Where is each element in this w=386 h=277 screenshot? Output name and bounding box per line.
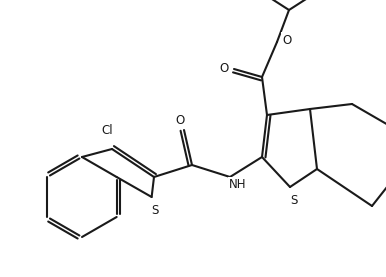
Text: NH: NH (229, 178, 247, 191)
Text: O: O (175, 114, 185, 127)
Text: S: S (151, 204, 158, 217)
Text: S: S (290, 194, 298, 206)
Text: O: O (219, 61, 229, 75)
Text: O: O (283, 34, 292, 47)
Text: Cl: Cl (101, 124, 113, 137)
